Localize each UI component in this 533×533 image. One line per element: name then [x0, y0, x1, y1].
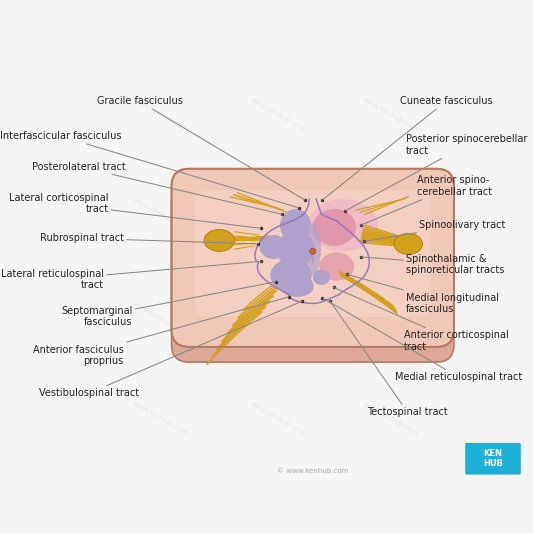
Ellipse shape — [276, 232, 315, 266]
Ellipse shape — [309, 199, 378, 251]
Ellipse shape — [281, 275, 314, 297]
Text: www.kenhub.com: www.kenhub.com — [249, 96, 306, 133]
Text: Posterolateral tract: Posterolateral tract — [32, 161, 282, 214]
Text: Posterior spinocerebellar
tract: Posterior spinocerebellar tract — [345, 134, 528, 211]
Text: Cuneate fasciculus: Cuneate fasciculus — [322, 96, 492, 200]
Text: www.kenhub.com: www.kenhub.com — [362, 196, 419, 232]
Ellipse shape — [260, 235, 288, 259]
Text: Septomarginal
fasciculus: Septomarginal fasciculus — [61, 282, 276, 327]
Text: Spinothalamic &
spinoreticular tracts: Spinothalamic & spinoreticular tracts — [361, 254, 505, 275]
Ellipse shape — [319, 253, 354, 280]
Text: www.kenhub.com: www.kenhub.com — [132, 96, 189, 133]
Text: HUB: HUB — [483, 459, 503, 469]
Text: www.kenhub.com: www.kenhub.com — [132, 196, 189, 232]
Text: Vestibulospinal tract: Vestibulospinal tract — [39, 301, 302, 398]
Text: Anterior spino-
cerebellar tract: Anterior spino- cerebellar tract — [360, 175, 492, 225]
FancyBboxPatch shape — [172, 169, 454, 347]
Text: © www.kenhub.com: © www.kenhub.com — [277, 467, 349, 474]
Text: www.kenhub.com: www.kenhub.com — [362, 96, 419, 133]
Text: Spinoolivary tract: Spinoolivary tract — [364, 220, 505, 241]
Circle shape — [310, 248, 316, 254]
Text: www.kenhub.com: www.kenhub.com — [249, 400, 306, 437]
Text: www.kenhub.com: www.kenhub.com — [132, 400, 189, 437]
Ellipse shape — [313, 209, 356, 246]
FancyBboxPatch shape — [195, 190, 431, 317]
FancyBboxPatch shape — [465, 443, 521, 474]
Text: Lateral reticulospinal
tract: Lateral reticulospinal tract — [1, 261, 262, 290]
Text: Lateral corticospinal
tract: Lateral corticospinal tract — [9, 193, 261, 228]
Text: Anterior fasciculus
proprius: Anterior fasciculus proprius — [33, 297, 289, 366]
Ellipse shape — [313, 270, 330, 285]
Text: Gracile fasciculus: Gracile fasciculus — [96, 96, 305, 200]
Text: www.kenhub.com: www.kenhub.com — [362, 301, 419, 337]
Text: Anterior corticospinal
tract: Anterior corticospinal tract — [334, 287, 508, 352]
Text: Tectospinal tract: Tectospinal tract — [330, 301, 448, 417]
Text: KEN: KEN — [483, 449, 503, 458]
Ellipse shape — [270, 259, 312, 292]
Text: Rubrospinal tract: Rubrospinal tract — [40, 233, 259, 244]
Ellipse shape — [204, 230, 235, 251]
Ellipse shape — [394, 233, 423, 254]
Text: www.kenhub.com: www.kenhub.com — [249, 301, 306, 337]
Text: Interfascicular fasciculus: Interfascicular fasciculus — [0, 131, 299, 208]
Text: Medial longitudinal
fasciculus: Medial longitudinal fasciculus — [346, 274, 499, 314]
Text: www.kenhub.com: www.kenhub.com — [249, 196, 306, 232]
Ellipse shape — [304, 223, 321, 275]
Ellipse shape — [280, 209, 311, 241]
Text: Medial reticulospinal tract: Medial reticulospinal tract — [322, 298, 522, 382]
FancyBboxPatch shape — [172, 184, 454, 362]
Text: www.kenhub.com: www.kenhub.com — [362, 400, 419, 437]
Text: www.kenhub.com: www.kenhub.com — [132, 301, 189, 337]
